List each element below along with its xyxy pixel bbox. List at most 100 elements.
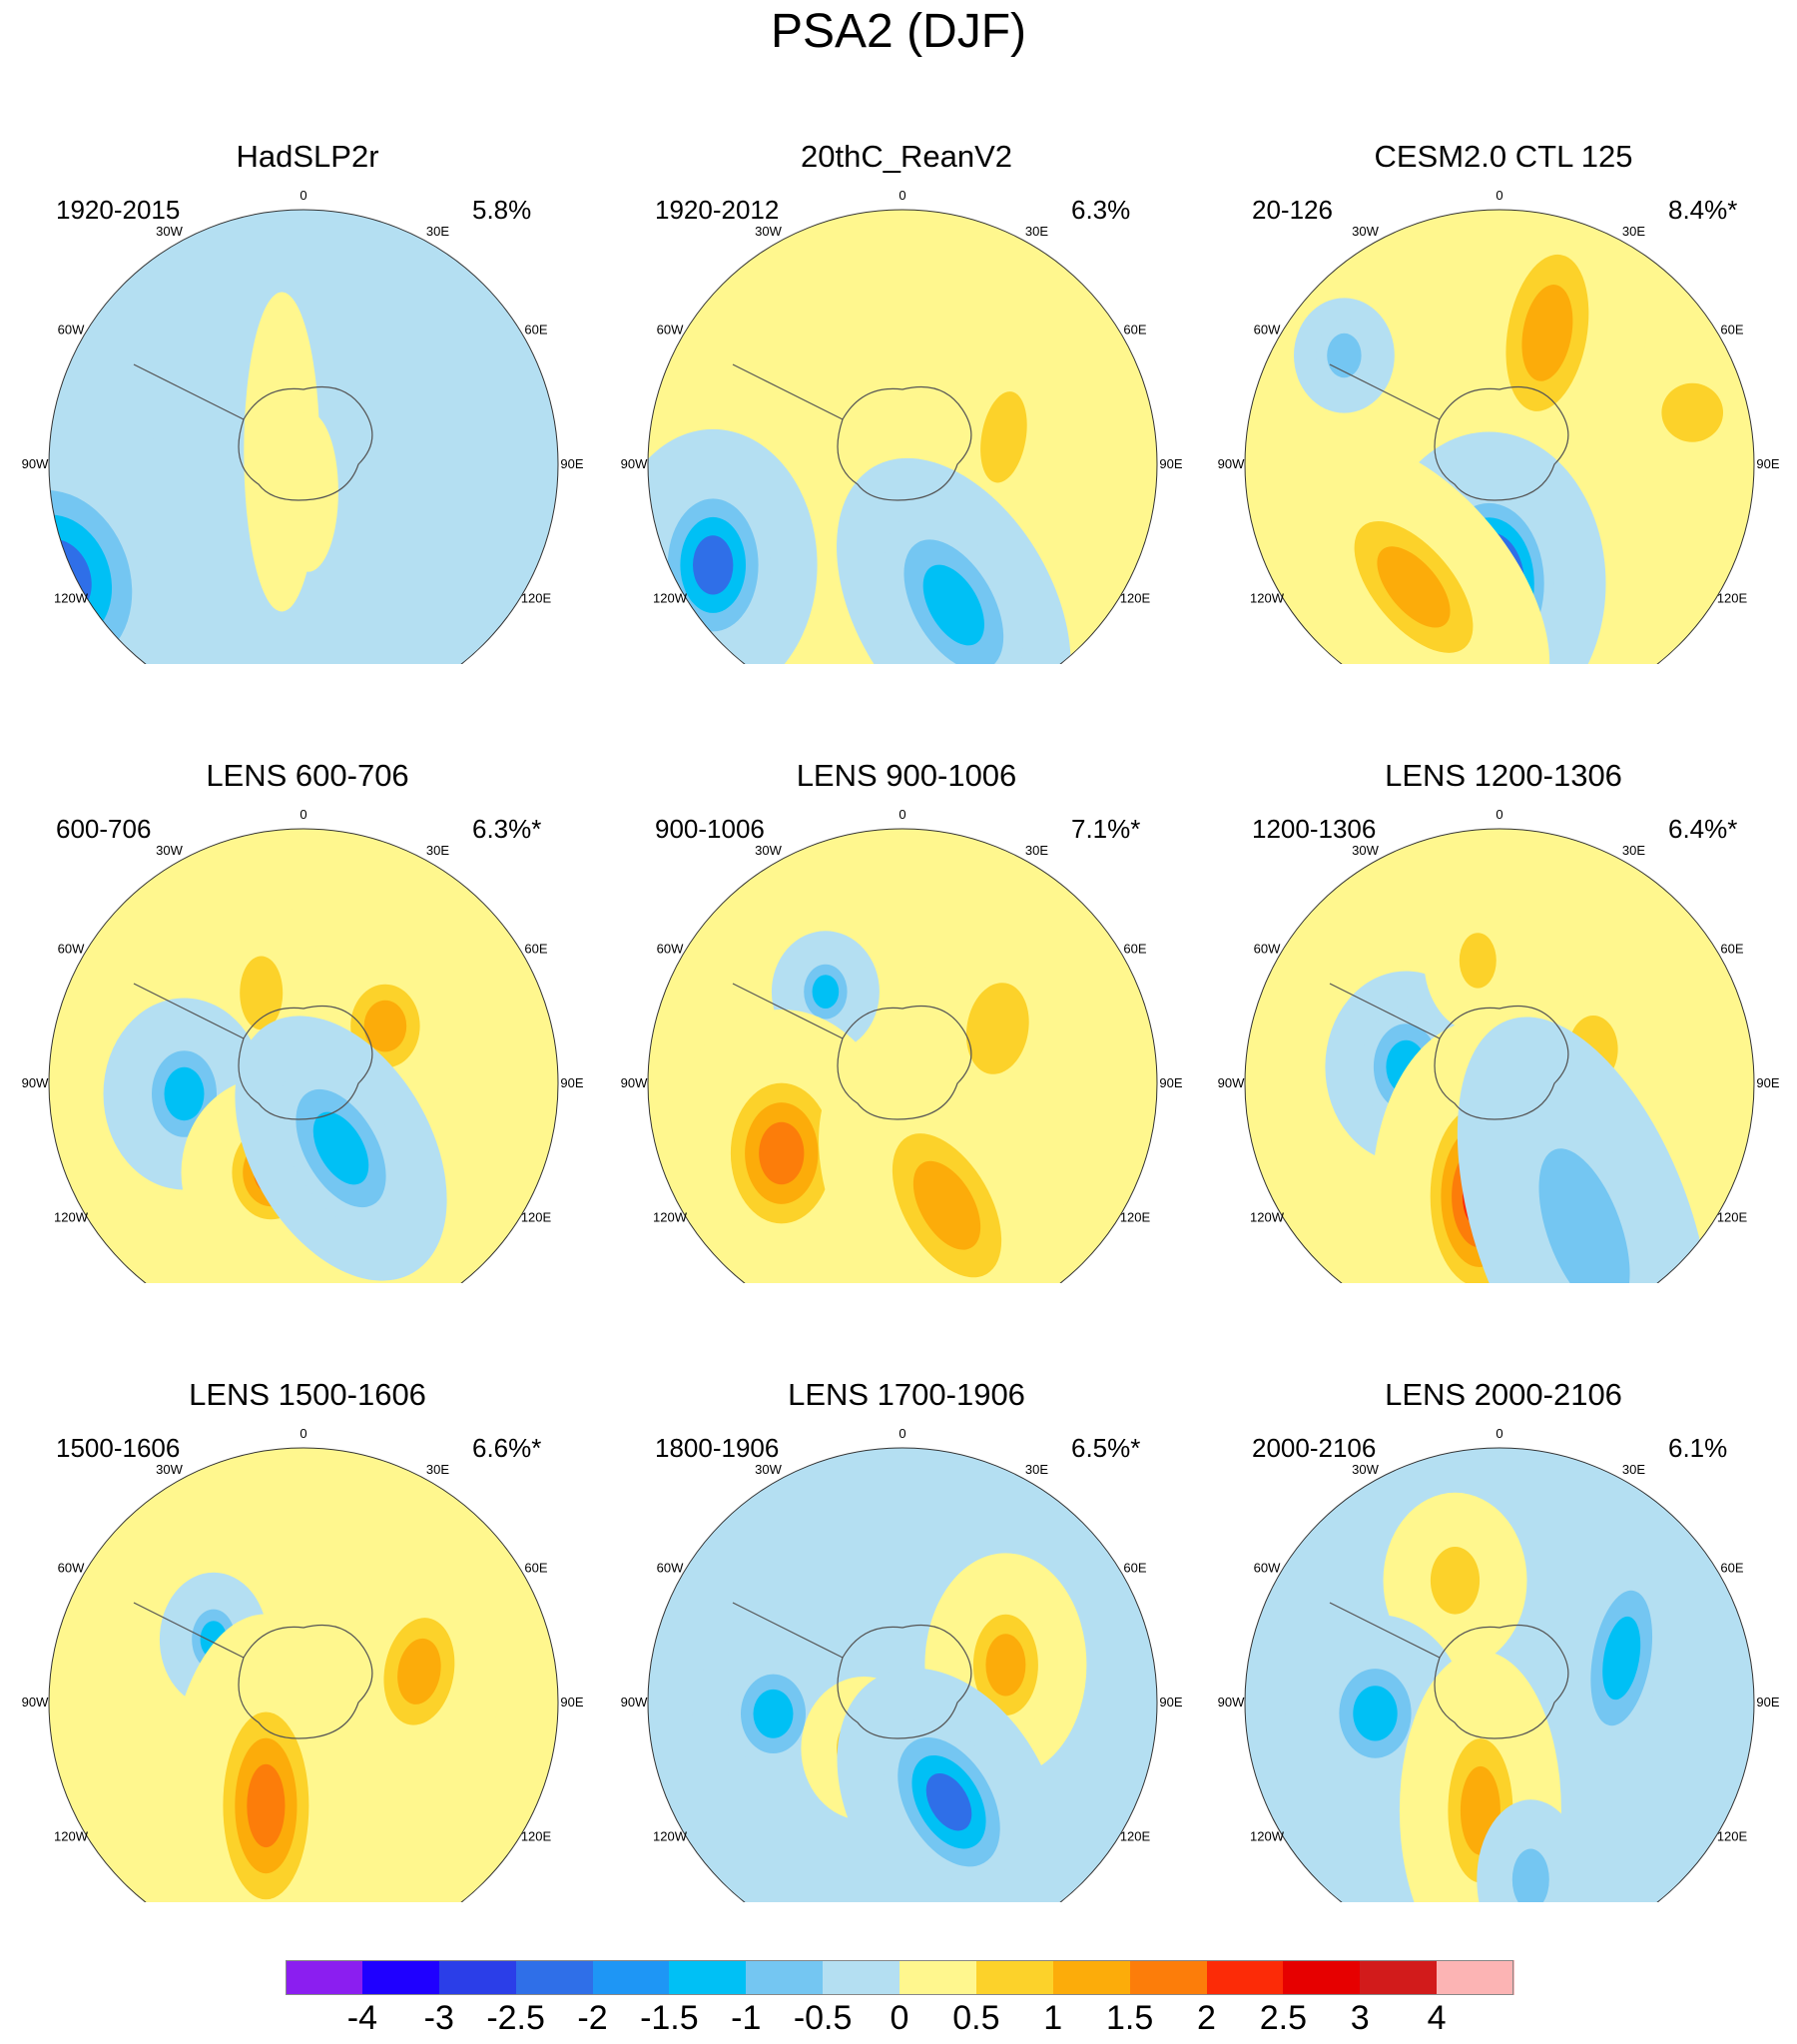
contour-region [49, 236, 60, 355]
colorbar-label: -0.5 [793, 1999, 853, 2037]
longitude-label: 0 [898, 188, 905, 203]
polar-map: 030E60E90E120E150E180150W120W90W60W30W [22, 1426, 584, 1902]
contour-region [985, 1634, 1026, 1697]
longitude-label: 60E [1720, 942, 1743, 957]
peninsula-coastline [1329, 1602, 1441, 1659]
longitude-label: 60E [524, 1561, 547, 1576]
colorbar-cell [592, 1960, 670, 1995]
map-panel: HadSLP2r1920-20155.8%030E60E90E120E150E1… [8, 45, 607, 664]
colorbar-cell [1052, 1960, 1131, 1995]
longitude-label: 30E [426, 224, 449, 239]
longitude-label: 60E [1123, 942, 1146, 957]
antarctica-coastline [238, 385, 373, 501]
longitude-label: 90E [560, 1075, 583, 1090]
longitude-label: 0 [1496, 1426, 1502, 1441]
map-panel: LENS 900-1006 900-1006 7.1%* 0 30E 60E 90E 120E… [607, 664, 1206, 1283]
longitude-label: 90W [621, 1695, 648, 1709]
colorbar-label: -4 [346, 1999, 377, 2037]
longitude-label: 90E [1756, 1075, 1779, 1090]
figure-title: PSA2 (DJF) [770, 5, 1027, 58]
longitude-label: 30W [755, 1462, 782, 1477]
longitude-label: 0 [1496, 807, 1502, 822]
longitude-label: 0 [300, 807, 306, 822]
polar-map: 030E60E90E120E150E180150W120W90W60W30W [621, 807, 1183, 1283]
map-panel: LENS 1200-1306 1200-1306 6.4%* 0 30E 60E 90E 12… [1204, 664, 1797, 1283]
longitude-label: 90W [1218, 1075, 1245, 1090]
longitude-label: 120W [1250, 1210, 1285, 1225]
antarctica-coastline [238, 1005, 373, 1120]
colorbar-cell [669, 1960, 747, 1995]
polar-map: 030E60E90E120E150E180150W120W90W60W30W [621, 1426, 1183, 1902]
map-panel: LENS 2000-2106 2000-2106 6.1% 0 30E 60E 90E 120… [1204, 1283, 1797, 1902]
colorbar-label: -2.5 [486, 1999, 545, 2037]
colorbar-label: 1.5 [1105, 1999, 1154, 2037]
map-boundary [647, 1447, 1158, 1902]
longitude-label: 90E [560, 1695, 583, 1709]
contour-region [164, 1066, 205, 1121]
longitude-label: 120E [1717, 1210, 1748, 1225]
longitude-label: 30W [156, 224, 183, 239]
panel-title: LENS 2000-2106 [1385, 1377, 1622, 1412]
panel-variance: 6.3%* [472, 814, 542, 844]
panel-period: 20-126 [1252, 195, 1333, 225]
contour-region [8, 253, 46, 340]
peninsula-coastline [1329, 363, 1441, 420]
antarctica-coastline [1434, 385, 1569, 501]
map-boundary [1244, 828, 1755, 1283]
panel-title: LENS 1500-1606 [189, 1377, 426, 1412]
contour-region [759, 1121, 805, 1185]
panel-period: 1500-1606 [56, 1433, 181, 1463]
panel-period: 1920-2015 [56, 195, 181, 225]
map-boundary [48, 209, 559, 664]
longitude-label: 120E [521, 1210, 552, 1225]
polar-map: 030E60E90E120E150E180150W120W90W60W30W [22, 807, 584, 1283]
polar-map: 030E60E90E120E150E180150W120W90W60W30W [1218, 1426, 1780, 1902]
colorbar-label: -3 [423, 1999, 454, 2037]
map-boundary [1244, 1447, 1755, 1902]
contour-region [912, 1160, 981, 1250]
map-boundary [1244, 209, 1755, 664]
map-boundary [647, 828, 1158, 1283]
longitude-label: 0 [898, 807, 905, 822]
colorbar-cell [286, 1960, 363, 1995]
longitude-label: 90E [1159, 456, 1182, 471]
longitude-label: 30E [426, 1462, 449, 1477]
longitude-label: 0 [300, 188, 306, 203]
longitude-label: 60E [1123, 323, 1146, 338]
antarctica-coastline [837, 385, 972, 501]
longitude-label: 30W [1352, 1462, 1379, 1477]
antarctica-coastline [837, 1005, 972, 1120]
contour-region [1661, 382, 1723, 442]
longitude-label: 120E [1717, 1829, 1748, 1844]
contour-region [363, 1000, 407, 1052]
contour-region [1538, 1148, 1630, 1283]
longitude-label: 120W [653, 591, 688, 606]
map-boundary [647, 209, 1158, 664]
panel-title: LENS 900-1006 [796, 758, 1017, 793]
antarctica-coastline [238, 1624, 373, 1739]
longitude-label: 120W [653, 1210, 688, 1225]
antarctica-coastline [837, 1624, 972, 1739]
peninsula-coastline [1329, 983, 1441, 1039]
longitude-label: 90W [621, 1075, 648, 1090]
colorbar-cell [438, 1960, 517, 1995]
contour-region [753, 1689, 794, 1738]
longitude-label: 120W [653, 1829, 688, 1844]
longitude-label: 0 [898, 1426, 905, 1441]
longitude-label: 60E [1720, 1561, 1743, 1576]
panel-title: LENS 600-706 [206, 758, 409, 793]
longitude-label: 60W [657, 1561, 684, 1576]
longitude-label: 120W [54, 1829, 89, 1844]
longitude-label: 60E [1123, 1561, 1146, 1576]
longitude-label: 30E [1025, 224, 1048, 239]
longitude-label: 30E [1622, 1462, 1645, 1477]
map-panel: LENS 1500-1606 1500-1606 6.6%* 0 30E 60E 90E 12… [8, 1283, 607, 1902]
panel-title: 20thC_ReanV2 [801, 139, 1012, 174]
colorbar-cell [1129, 1960, 1207, 1995]
colorbar-label: 3 [1350, 1999, 1370, 2037]
map-panel: CESM2.0 CTL 125 20-126 8.4%* 0 30E 60E 90E 120E… [1204, 45, 1797, 664]
colorbar-label: -1 [731, 1999, 762, 2037]
panel-period: 1200-1306 [1252, 814, 1377, 844]
longitude-label: 30W [1352, 224, 1379, 239]
panel-title: LENS 1200-1306 [1385, 758, 1622, 793]
